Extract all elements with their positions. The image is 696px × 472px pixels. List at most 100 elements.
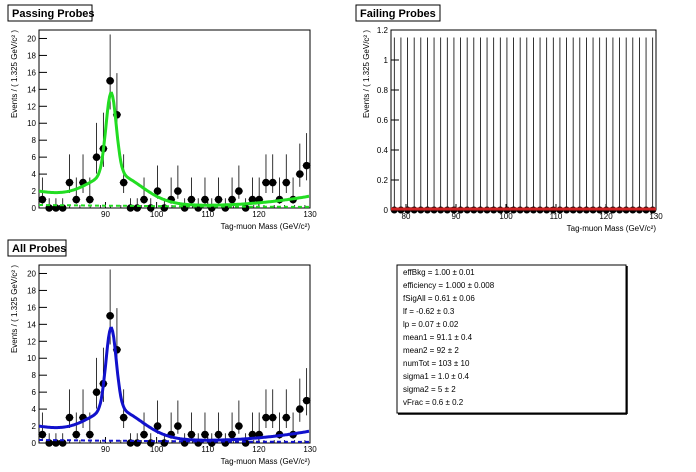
data-point: [86, 430, 94, 439]
param-fsigall: fSigAll = 0.61 ± 0.06: [403, 294, 475, 303]
data-point: [187, 430, 196, 439]
x-tick-label: 90: [101, 445, 110, 454]
plot-failing-probes: 80 90 100 110 120 130 Tag-muon Mass (GeV/c²) 0 0…: [362, 26, 663, 233]
x-tick-label: 110: [550, 212, 563, 221]
x-tick-label: 130: [303, 210, 317, 219]
y-tick-label: 6: [32, 388, 37, 397]
y-tick-label: 18: [27, 51, 36, 60]
y-tick-label: 12: [27, 337, 36, 346]
y-tick-label: 1.2: [377, 26, 389, 35]
data-point: [38, 195, 47, 204]
y-tick-label: 20: [27, 269, 36, 278]
x-tick-label: 100: [150, 445, 164, 454]
title-failing: Failing Probes: [355, 4, 441, 22]
data-point: [174, 187, 182, 195]
data-point: [187, 195, 196, 204]
x-axis-label: Tag-muon Mass (GeV/c²): [221, 222, 311, 231]
y-tick-label: 4: [32, 405, 37, 414]
plot-all-probes: 90 100 110 120 130 Tag-muon Mass (GeV/c²) 0 2 4 6…: [10, 264, 317, 466]
y-tick-label: 16: [27, 68, 36, 77]
data-point: [119, 178, 128, 187]
fit-curve: [38, 91, 310, 207]
data-point: [296, 405, 304, 413]
y-axis-label: Events / ( 1.325 GeV/c² ): [362, 30, 371, 118]
y-tick-label: 1: [384, 56, 389, 65]
data-point: [296, 170, 304, 178]
data-point: [72, 195, 81, 204]
x-tick-label: 130: [303, 445, 317, 454]
x-tick-label: 120: [252, 445, 266, 454]
data-point: [302, 396, 311, 405]
data-point: [268, 178, 277, 187]
y-tick-label: 2: [32, 422, 37, 431]
data-point: [140, 430, 148, 439]
param-lp: lp = 0.07 ± 0.02: [403, 320, 459, 329]
data-point: [65, 413, 74, 422]
param-sigma1: sigma1 = 1.0 ± 0.4: [403, 372, 470, 381]
y-tick-label: 4: [32, 170, 37, 179]
data-point: [262, 413, 270, 422]
y-tick-label: 10: [27, 354, 36, 363]
data-point: [86, 195, 94, 204]
plot-passing-probes: 90 100 110 120 130 Tag-muon Mass (GeV/c²) 0 2 4 6…: [10, 29, 317, 231]
plot-frame: [38, 264, 311, 444]
title-all: All Probes: [7, 239, 67, 257]
data-point: [92, 388, 101, 396]
data-point: [153, 422, 162, 430]
data-point: [201, 195, 209, 204]
param-sigma2: sigma2 = 5 ± 2: [403, 385, 456, 394]
data-point: [248, 195, 257, 204]
y-tick-label: 18: [27, 286, 36, 295]
param-mean1: mean1 = 91.1 ± 0.4: [403, 333, 473, 342]
data-point: [268, 413, 277, 422]
data-point: [302, 161, 311, 170]
param-lf: lf = -0.62 ± 0.3: [403, 307, 455, 316]
plot-frame: [390, 29, 657, 211]
x-tick-label: 80: [402, 212, 411, 221]
data-point: [72, 430, 81, 439]
background-curve: [39, 204, 311, 208]
y-tick-label: 2: [32, 187, 37, 196]
data-point: [140, 195, 148, 204]
x-tick-label: 100: [150, 210, 164, 219]
x-tick-label: 130: [649, 212, 663, 221]
y-tick-label: 8: [32, 136, 37, 145]
y-tick-label: 12: [27, 102, 36, 111]
x-tick-label: 90: [452, 212, 461, 221]
data-point: [106, 77, 114, 85]
data-point: [106, 312, 114, 320]
param-mean2: mean2 = 92 ± 2: [403, 346, 459, 355]
y-tick-label: 16: [27, 303, 36, 312]
title-failing-text: Failing Probes: [360, 8, 436, 20]
x-tick-label: 100: [499, 212, 513, 221]
x-tick-label: 120: [252, 210, 266, 219]
y-tick-label: 8: [32, 371, 37, 380]
x-tick-label: 120: [599, 212, 613, 221]
y-tick-label: 10: [27, 119, 36, 128]
y-tick-label: 0.8: [377, 86, 389, 95]
x-axis-label: Tag-muon Mass (GeV/c²): [221, 457, 311, 466]
title-passing: Passing Probes: [7, 4, 95, 22]
data-point: [235, 422, 243, 430]
data-point: [282, 178, 291, 187]
y-tick-label: 0.2: [377, 176, 389, 185]
y-tick-label: 6: [32, 153, 37, 162]
y-tick-label: 14: [27, 85, 36, 94]
background-curve: [39, 439, 311, 443]
y-axis-label: Events / ( 1.325 GeV/c² ): [10, 265, 19, 353]
param-efficiency: efficiency = 1.000 ± 0.008: [403, 281, 495, 290]
y-axis-label: Events / ( 1.325 GeV/c² ): [10, 30, 19, 118]
y-tick-label: 0: [32, 204, 37, 213]
data-point: [92, 153, 101, 161]
param-numtot: numTot = 103 ± 10: [403, 359, 470, 368]
title-passing-text: Passing Probes: [12, 8, 95, 20]
x-tick-label: 110: [201, 210, 214, 219]
x-axis-label: Tag-muon Mass (GeV/c²): [567, 224, 657, 233]
data-point: [65, 178, 74, 187]
title-all-text: All Probes: [12, 243, 66, 255]
data-point: [201, 430, 209, 439]
data-point: [228, 195, 236, 204]
x-tick-label: 90: [101, 210, 110, 219]
data-point: [119, 413, 128, 422]
